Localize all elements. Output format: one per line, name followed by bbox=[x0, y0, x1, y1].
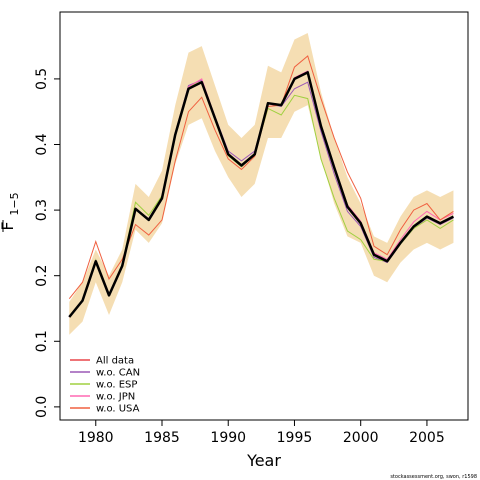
y-tick-label: 0.5 bbox=[34, 68, 50, 90]
x-tick-label: 1995 bbox=[277, 430, 313, 446]
y-axis-label-subscript: 1−5 bbox=[8, 192, 21, 215]
x-axis-label: Year bbox=[246, 451, 281, 470]
x-axis: 1980 1985 1990 1995 2000 2005 bbox=[78, 420, 445, 446]
y-axis-label-main: F bbox=[0, 221, 17, 230]
legend-label: w.o. JPN bbox=[96, 392, 135, 403]
y-tick-label: 0.1 bbox=[34, 330, 50, 352]
legend-label: w.o. CAN bbox=[96, 368, 140, 379]
y-tick-label: 0.4 bbox=[34, 133, 50, 155]
x-tick-label: 2005 bbox=[409, 430, 445, 446]
y-tick-label: 0.0 bbox=[34, 396, 50, 418]
estimate-line-layer bbox=[68, 71, 454, 318]
legend-label: All data bbox=[96, 356, 134, 367]
y-axis-label: F 1−5 bbox=[0, 192, 21, 232]
credit-text: stockassessment.org, swon, r1598 bbox=[390, 474, 477, 480]
y-tick-label: 0.2 bbox=[34, 265, 50, 287]
x-tick-label: 1990 bbox=[210, 430, 246, 446]
x-tick-label: 2000 bbox=[343, 430, 379, 446]
x-tick-label: 1980 bbox=[78, 430, 114, 446]
series-lines-layer bbox=[68, 55, 454, 318]
plot-frame bbox=[59, 11, 469, 421]
legend-label: w.o. USA bbox=[96, 404, 140, 415]
confidence-band bbox=[69, 32, 454, 335]
estimate-line bbox=[68, 71, 454, 318]
y-axis: 0.0 0.1 0.2 0.3 0.4 0.5 bbox=[34, 68, 60, 418]
confidence-band-layer bbox=[69, 32, 454, 335]
y-tick-label: 0.3 bbox=[34, 199, 50, 221]
legend-label: w.o. ESP bbox=[96, 380, 137, 391]
x-tick-label: 1985 bbox=[144, 430, 180, 446]
